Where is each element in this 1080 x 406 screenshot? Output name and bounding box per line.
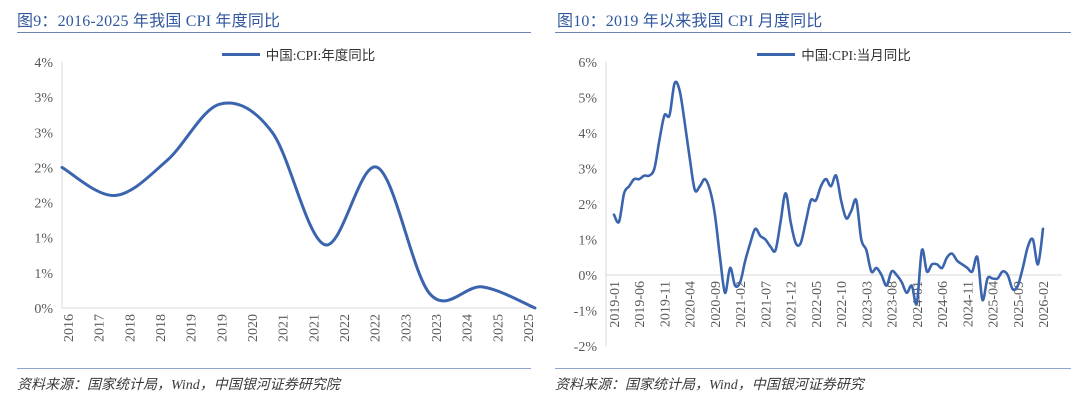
x-tick-label: 2019 [185, 314, 200, 342]
y-tick-label: 2% [34, 197, 53, 212]
x-tick-label: 2020 [246, 314, 261, 342]
figure-10-title: 图10：2019 年以来我国 CPI 月度同比 [557, 13, 823, 30]
x-tick-label: 2016 [62, 314, 77, 342]
legend-label: 中国:CPI:当月同比 [801, 48, 911, 63]
x-tick-label: 2022-10 [835, 281, 850, 328]
figure-9-source-rule [17, 368, 531, 369]
x-tick-label: 2021-12 [785, 281, 800, 328]
x-tick-label: 2021-07 [759, 281, 774, 328]
line-series-swatch [757, 52, 796, 56]
y-tick-label: 1% [34, 232, 53, 247]
figure-10-title-rule [555, 32, 1071, 33]
y-tick-label: 3% [34, 91, 53, 106]
y-tick-label: 4% [34, 56, 53, 71]
figure-10-panel: 图10：2019 年以来我国 CPI 月度同比 中国:CPI:当月同比 6% 5%… [540, 0, 1080, 406]
x-tick-label: 2023 [399, 314, 414, 342]
y-tick-label: 3% [34, 126, 53, 141]
y-tick-label: 1% [34, 267, 53, 282]
y-tick-label: 6% [578, 56, 597, 71]
figure-10-line-chart: 6% 5% 4% 3% 2% 1% 0% -1% -2% 2019-01 2019-06 2019-1… [574, 56, 1062, 355]
figure-9-line-chart: 4% 3% 3% 2% 2% 1% 1% 0% 2016 2017 2018 2018 2019 2019… [34, 56, 537, 342]
x-tick-label: 2020-09 [709, 281, 724, 328]
x-tick-label: 2024-11 [961, 281, 976, 327]
y-tick-label: 2% [578, 198, 597, 213]
y-tick-label: 1% [578, 234, 597, 249]
figure-10-legend: 中国:CPI:当月同比 [606, 45, 1062, 63]
cpi-series-line [612, 80, 1045, 306]
line-series-swatch [221, 52, 260, 56]
figure-10-source-rule [555, 368, 1071, 369]
x-tick-label: 2024 [461, 314, 476, 342]
figure-9-title-rule [17, 32, 531, 33]
y-tick-label: 2% [34, 161, 53, 176]
y-tick-label: 0% [34, 302, 53, 317]
y-tick-label: 0% [578, 269, 597, 284]
x-tick-label: 2021 [307, 314, 322, 342]
x-tick-label: 2022 [369, 314, 384, 342]
legend-label: 中国:CPI:年度同比 [265, 48, 376, 63]
y-tick-label: 4% [578, 127, 597, 142]
x-tick-label: 2025-09 [1012, 281, 1027, 328]
x-tick-label: 2023-08 [886, 281, 901, 328]
figure-9-panel: 图9：2016-2025 年我国 CPI 年度同比 中国:CPI:年度同比 4%… [17, 13, 537, 393]
x-tick-label: 2023-03 [860, 281, 875, 328]
x-tick-label: 2019-01 [608, 281, 623, 328]
x-tick-label: 2025 [491, 314, 506, 342]
x-tick-label: 2018 [123, 314, 138, 342]
x-tick-label: 2026-02 [1037, 281, 1052, 328]
y-tick-label: 5% [578, 92, 597, 107]
x-tick-label: 2022 [338, 314, 353, 342]
x-tick-label: 2021 [277, 314, 292, 342]
x-tick-label: 2021-02 [734, 281, 749, 328]
x-tick-label: 2019-06 [633, 281, 648, 328]
cpi-series-line [60, 101, 537, 310]
x-tick-label: 2018 [154, 314, 169, 342]
x-tick-label: 2019 [215, 314, 230, 342]
x-tick-label: 2017 [93, 314, 108, 342]
x-tick-label: 2024-06 [936, 281, 951, 328]
y-tick-label: 3% [578, 163, 597, 178]
x-tick-label: 2025-04 [987, 281, 1002, 328]
x-tick-label: 2025 [522, 314, 537, 342]
y-tick-label: -2% [574, 340, 598, 355]
figure-9-source-note: 资料来源：国家统计局，Wind，中国银河证券研究院 [17, 378, 340, 393]
figure-9-legend: 中国:CPI:年度同比 [62, 45, 535, 63]
x-tick-label: 2022-05 [810, 281, 825, 328]
figure-9-title: 图9：2016-2025 年我国 CPI 年度同比 [17, 13, 281, 30]
x-tick-label: 2019-11 [658, 281, 673, 327]
x-tick-label: 2020-04 [684, 281, 699, 328]
x-tick-label: 2023 [430, 314, 445, 342]
y-tick-label: -1% [574, 305, 598, 320]
figure-10-source-note: 资料来源：国家统计局，Wind，中国银河证券研究 [555, 378, 864, 393]
